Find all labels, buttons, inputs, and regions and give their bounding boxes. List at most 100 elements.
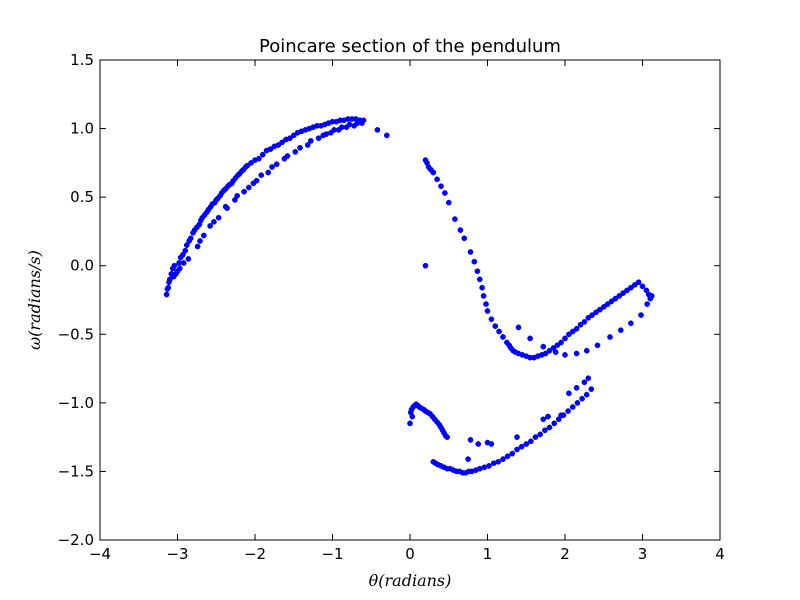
x-tick-label: −2 bbox=[244, 545, 266, 563]
y-tick-label: 1.0 bbox=[70, 120, 94, 138]
scatter-point bbox=[648, 293, 655, 299]
scatter-point bbox=[328, 129, 334, 136]
scatter-point bbox=[628, 284, 634, 291]
scatter-point bbox=[180, 260, 187, 266]
scatter-point bbox=[442, 190, 448, 196]
scatter-point bbox=[245, 184, 252, 191]
scatter-point bbox=[492, 323, 499, 329]
scatter-point bbox=[579, 395, 585, 402]
scatter-point bbox=[307, 138, 314, 144]
scatter-point bbox=[244, 162, 251, 169]
scatter-point bbox=[546, 424, 553, 431]
scatter-point bbox=[593, 309, 599, 316]
scatter-point bbox=[495, 458, 502, 465]
scatter-point bbox=[320, 132, 327, 139]
scatter-point bbox=[558, 339, 564, 346]
scatter-point bbox=[644, 301, 651, 307]
scatter-point bbox=[166, 279, 172, 286]
scatter-point bbox=[163, 291, 170, 298]
scatter-point bbox=[315, 135, 322, 142]
y-tick-label: 0.0 bbox=[70, 257, 94, 275]
x-axis-label: θ(radians) bbox=[369, 571, 452, 590]
scatter-point bbox=[554, 342, 561, 349]
scatter-point bbox=[523, 441, 530, 447]
scatter-point bbox=[248, 160, 254, 166]
scatter-point bbox=[631, 282, 638, 288]
scatter-point bbox=[409, 413, 416, 420]
scatter-point bbox=[612, 295, 619, 302]
scatter-point bbox=[500, 456, 506, 462]
scatter-point bbox=[471, 258, 478, 265]
scatter-point bbox=[438, 183, 444, 190]
x-tick-label: −3 bbox=[166, 545, 188, 563]
scatter-point bbox=[583, 391, 590, 398]
x-tick-label: 4 bbox=[715, 545, 725, 563]
y-tick-label: 1.5 bbox=[70, 51, 94, 69]
scatter-point bbox=[565, 408, 571, 414]
x-tick-label: 1 bbox=[483, 545, 493, 563]
scatter-point bbox=[546, 347, 553, 354]
scatter-point bbox=[638, 312, 644, 318]
scatter-point bbox=[284, 153, 291, 159]
scatter-point bbox=[537, 431, 544, 438]
scatter-point bbox=[476, 276, 483, 283]
scatter-point bbox=[267, 146, 274, 152]
scatter-point bbox=[304, 142, 311, 148]
scatter-point bbox=[624, 287, 630, 294]
scatter-point bbox=[182, 247, 189, 254]
scatter-point bbox=[552, 349, 559, 355]
scatter-point bbox=[585, 314, 592, 321]
scatter-point bbox=[616, 293, 623, 299]
scatter-point bbox=[185, 256, 192, 262]
scatter-point bbox=[479, 284, 485, 291]
scatter-point bbox=[509, 450, 516, 457]
scatter-point bbox=[518, 443, 525, 450]
scatter-point bbox=[258, 172, 265, 179]
scatter-point bbox=[583, 347, 590, 354]
scatter-point bbox=[241, 188, 247, 195]
scatter-point bbox=[467, 249, 474, 255]
scatter-point bbox=[297, 144, 303, 151]
scatter-point bbox=[275, 142, 282, 148]
chart-title: Poincare section of the pendulum bbox=[259, 36, 561, 57]
scatter-point bbox=[170, 273, 177, 280]
scatter-point bbox=[542, 427, 548, 434]
x-tick-label: 0 bbox=[405, 545, 415, 563]
x-tick-label: 2 bbox=[560, 545, 570, 563]
scatter-point bbox=[488, 316, 495, 323]
scatter-point bbox=[480, 293, 487, 299]
scatter-point bbox=[545, 413, 551, 420]
scatter-point bbox=[253, 177, 260, 184]
scatter-point bbox=[597, 306, 603, 313]
scatter-point bbox=[540, 343, 547, 350]
scatter-point bbox=[434, 176, 440, 183]
scatter-point bbox=[540, 416, 547, 423]
scatter-point bbox=[573, 350, 580, 357]
scatter-point bbox=[422, 262, 429, 269]
scatter-point bbox=[500, 334, 506, 340]
scatter-point bbox=[486, 463, 492, 469]
x-tick-label: 3 bbox=[638, 545, 648, 563]
scatter-point bbox=[234, 192, 241, 199]
scatter-point bbox=[581, 379, 588, 386]
scatter-point bbox=[374, 127, 381, 133]
scatter-point bbox=[620, 290, 626, 296]
scatter-point bbox=[269, 164, 275, 170]
scatter-point bbox=[176, 265, 183, 272]
scatter-point bbox=[551, 420, 558, 427]
scatter-point bbox=[594, 342, 601, 349]
scatter-point bbox=[569, 328, 576, 335]
scatter-point bbox=[483, 301, 489, 307]
scatter-point bbox=[581, 319, 588, 325]
scatter-point bbox=[211, 218, 217, 225]
scatter-point bbox=[607, 334, 613, 340]
scatter-point bbox=[514, 446, 520, 453]
scatter-point bbox=[474, 268, 481, 275]
scatter-point bbox=[635, 279, 642, 286]
scatter-point bbox=[383, 132, 390, 139]
scatter-point bbox=[562, 335, 568, 342]
scatter-point bbox=[187, 235, 194, 242]
scatter-point bbox=[445, 199, 452, 206]
